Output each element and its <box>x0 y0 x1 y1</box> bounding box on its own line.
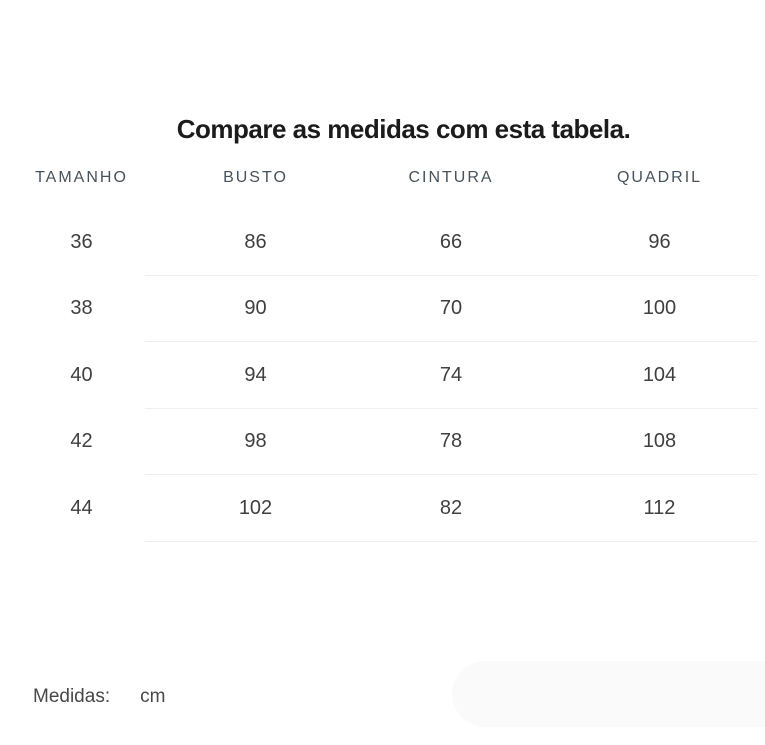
cell-quadril: 104 <box>642 363 677 386</box>
table-row-40: 40 94 74 104 <box>0 342 765 409</box>
cell-tamanho: 36 <box>70 230 93 253</box>
background-pill <box>452 661 765 727</box>
header-busto: BUSTO <box>223 169 288 186</box>
table-header-row: TAMANHO BUSTO CINTURA QUADRIL <box>0 160 765 196</box>
cell-busto: 102 <box>238 496 273 519</box>
cell-quadril: 100 <box>642 297 677 320</box>
table-row-44: 44 102 82 112 <box>0 475 765 542</box>
cell-busto: 94 <box>244 363 267 386</box>
cell-quadril: 112 <box>643 496 676 519</box>
cell-cintura: 74 <box>439 363 463 386</box>
cell-tamanho: 40 <box>70 363 93 386</box>
cell-busto: 98 <box>244 430 267 453</box>
header-tamanho: TAMANHO <box>35 169 128 186</box>
header-quadril: QUADRIL <box>616 169 703 186</box>
size-table: TAMANHO BUSTO CINTURA QUADRIL 36 86 66 9… <box>0 160 765 542</box>
header-cintura: CINTURA <box>408 169 494 186</box>
cell-busto: 86 <box>244 230 267 253</box>
page-title: Compare as medidas com esta tabela. <box>176 114 631 144</box>
cell-tamanho: 38 <box>70 297 93 320</box>
table-row-38: 38 90 70 100 <box>0 276 765 343</box>
cell-busto: 90 <box>244 297 267 320</box>
cell-cintura: 70 <box>439 297 463 320</box>
cell-cintura: 66 <box>439 230 463 253</box>
cell-cintura: 78 <box>439 430 463 453</box>
cell-quadril: 96 <box>648 230 671 253</box>
cell-quadril: 108 <box>642 430 677 453</box>
table-row-42: 42 98 78 108 <box>0 409 765 476</box>
measurement-unit: cm <box>140 686 166 707</box>
cell-cintura: 82 <box>439 496 463 519</box>
cell-tamanho: 42 <box>70 430 93 453</box>
measurement-label: Medidas: <box>33 686 111 707</box>
measurement-unit-note: Medidas: cm <box>33 686 165 708</box>
table-body: 36 86 66 96 38 90 70 100 40 94 74 104 42… <box>0 209 765 542</box>
cell-tamanho: 44 <box>70 496 93 519</box>
table-row-36: 36 86 66 96 <box>0 209 765 276</box>
